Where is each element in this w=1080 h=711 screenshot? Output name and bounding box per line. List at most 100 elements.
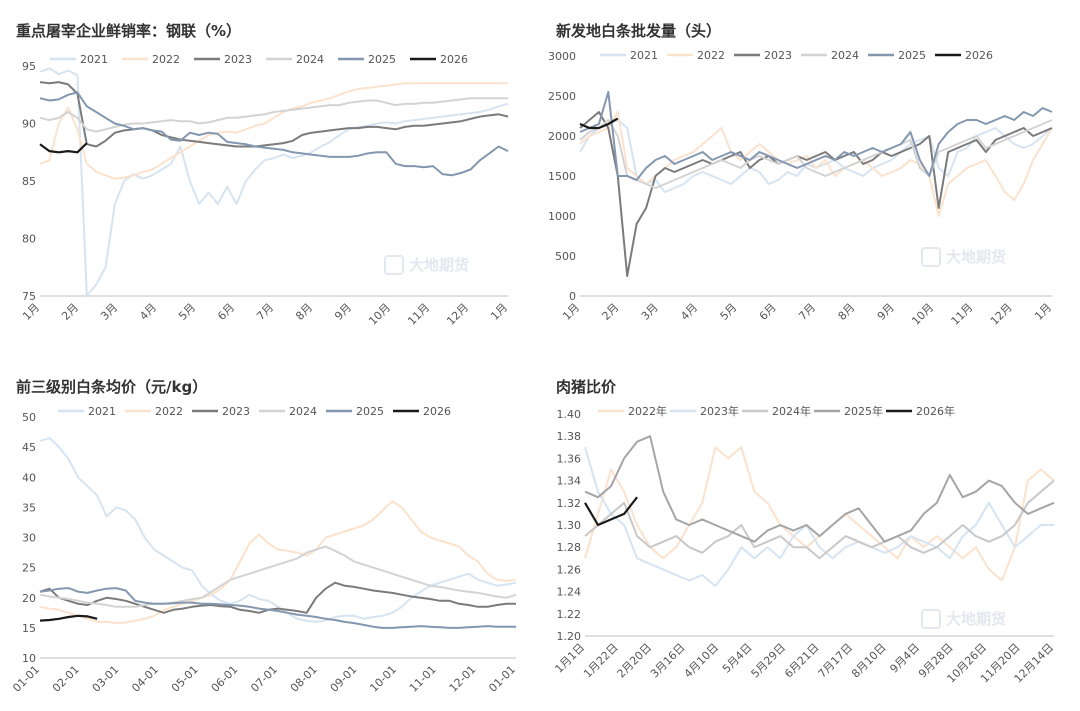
legend-label: 2021 bbox=[80, 53, 108, 66]
watermark-logo: 大地期货 bbox=[921, 247, 1006, 267]
legend-label: 2024年 bbox=[772, 404, 811, 418]
y-tick-label: 1.36 bbox=[557, 452, 582, 465]
legend-label: 2023年 bbox=[700, 404, 739, 418]
series-line-2023 bbox=[579, 111, 1053, 277]
legend: 2022年 2023年 2024年 2025年 2026年 bbox=[598, 404, 955, 418]
legend-label: 2023 bbox=[764, 49, 792, 62]
series-line-2026 bbox=[39, 614, 98, 622]
x-tick-label: 2月20日 bbox=[615, 641, 655, 681]
x-tick-label: 8月 bbox=[293, 301, 315, 323]
legend: 2021 2022 2023 2024 2025 2026 bbox=[50, 53, 468, 66]
y-tick-label: 1.26 bbox=[557, 563, 582, 576]
x-tick-label: 08-01 bbox=[288, 663, 320, 695]
series-line-2025 bbox=[39, 91, 509, 177]
legend-label: 2022 bbox=[152, 53, 180, 66]
x-tick-label: 7月17日 bbox=[816, 641, 856, 681]
y-tick-label: 75 bbox=[22, 290, 36, 303]
x-tick-label: 8月10日 bbox=[849, 641, 889, 681]
series-line-2022年 bbox=[584, 446, 1055, 582]
y-tick-label: 10 bbox=[22, 652, 36, 665]
y-tick-label: 15 bbox=[22, 622, 36, 635]
legend-label: 2021 bbox=[88, 405, 116, 418]
legend-label: 2022 bbox=[697, 49, 725, 62]
x-tick-label: 5月 bbox=[718, 301, 740, 323]
chart-panel-carcass-wholesale-volume: 新发地白条批发量（头） 大地期货 0 500 1000 1500 2000 2500 3000… bbox=[540, 0, 1080, 355]
chart-panel-fresh-sales-rate: 重点屠宰企业鲜销率：钢联（%） 大地期货 75 80 85 90 95 1月 2月 3月 4月 5月… bbox=[0, 0, 540, 355]
series-line-2023 bbox=[39, 581, 516, 614]
x-tick-label: 03-01 bbox=[90, 663, 122, 695]
series-line-2024年 bbox=[584, 479, 1055, 560]
x-tick-label: 05-01 bbox=[169, 663, 201, 695]
x-tick-label: 5月29日 bbox=[749, 641, 789, 681]
legend-label: 2026 bbox=[423, 405, 451, 418]
y-tick-label: 1.20 bbox=[557, 630, 582, 643]
x-tick-label: 11-01 bbox=[407, 663, 439, 695]
x-tick-label: 07-01 bbox=[248, 663, 280, 695]
y-tick-label: 30 bbox=[22, 532, 36, 545]
series-line-2021 bbox=[39, 437, 517, 623]
legend-label: 2024 bbox=[831, 49, 859, 62]
watermark-logo: 大地期货 bbox=[384, 255, 469, 275]
y-tick-label: 1.30 bbox=[557, 519, 582, 532]
y-tick-label: 1.24 bbox=[557, 586, 582, 599]
x-tick-label: 1月 bbox=[20, 301, 42, 323]
x-tick-label: 3月 bbox=[639, 301, 661, 323]
series-line-2021 bbox=[39, 67, 509, 297]
y-tick-label: 1.38 bbox=[557, 430, 582, 443]
x-tick-label: 8月 bbox=[836, 301, 858, 323]
series-line-2025 bbox=[39, 587, 516, 629]
y-tick-label: 90 bbox=[22, 118, 36, 131]
x-tick-label: 10月 bbox=[909, 301, 936, 328]
legend-label: 2026 bbox=[965, 49, 993, 62]
y-tick-label: 2500 bbox=[548, 90, 576, 103]
x-tick-label: 4月 bbox=[137, 301, 159, 323]
x-tick-label: 12月 bbox=[444, 301, 471, 328]
y-tick-label: 50 bbox=[22, 411, 36, 424]
y-tick-label: 1.32 bbox=[557, 497, 582, 510]
x-tick-label: 12-01 bbox=[447, 663, 479, 695]
x-tick-label: 9月 bbox=[332, 301, 354, 323]
chart-pork-hog-price-ratio: 大地期货 1.20 1.22 1.24 1.26 1.28 1.30 1.32 1.34 1.36… bbox=[552, 404, 1056, 685]
y-tick-label: 45 bbox=[22, 441, 36, 454]
y-tick-label: 2000 bbox=[548, 130, 576, 143]
x-tick-label: 1月 bbox=[1032, 301, 1054, 323]
x-tick-label: 1月 bbox=[488, 301, 510, 323]
x-tick-label: 6月21日 bbox=[782, 641, 822, 681]
x-tick-label: 01-01 bbox=[486, 663, 518, 695]
x-tick-label: 6月 bbox=[757, 301, 779, 323]
y-tick-label: 3000 bbox=[548, 50, 576, 63]
y-tick-label: 1.28 bbox=[557, 541, 582, 554]
legend-label: 2023 bbox=[222, 405, 250, 418]
chart-title: 新发地白条批发量（头） bbox=[556, 22, 722, 40]
x-tick-label: 1月 bbox=[560, 301, 582, 323]
legend-label: 2024 bbox=[289, 405, 317, 418]
series-line-2024 bbox=[579, 119, 1053, 189]
x-tick-label: 10-01 bbox=[367, 663, 399, 695]
series-line-2023 bbox=[39, 81, 509, 148]
x-tick-label: 2月 bbox=[600, 301, 622, 323]
watermark-text: 大地期货 bbox=[946, 610, 1006, 628]
legend: 2021 2022 2023 2024 2025 2026 bbox=[58, 405, 451, 418]
x-tick-label: 09-01 bbox=[328, 663, 360, 695]
chart-fresh-sales-rate: 大地期货 75 80 85 90 95 1月 2月 3月 4月 5月 6月 7月 8月 9月 10月 11月 12… bbox=[20, 53, 510, 328]
legend-label: 2025 bbox=[898, 49, 926, 62]
y-tick-label: 1.40 bbox=[557, 408, 582, 421]
x-tick-label: 6月 bbox=[215, 301, 237, 323]
series-line-2023年 bbox=[584, 447, 1054, 587]
y-tick-label: 1.34 bbox=[557, 475, 582, 488]
x-tick-label: 06-01 bbox=[209, 663, 241, 695]
y-tick-label: 1500 bbox=[548, 170, 576, 183]
x-tick-label: 2月 bbox=[59, 301, 81, 323]
y-tick-label: 1.22 bbox=[557, 608, 582, 621]
chart-title: 前三级别白条均价（元/kg） bbox=[16, 378, 208, 396]
chart-panel-carcass-average-price: 前三级别白条均价（元/kg） 10 15 20 25 30 35 40 45 50 01-01 02… bbox=[0, 355, 540, 711]
y-tick-label: 1000 bbox=[548, 210, 576, 223]
x-tick-label: 3月 bbox=[98, 301, 120, 323]
series-line-2025年 bbox=[584, 435, 1055, 543]
chart-title: 肉猪比价 bbox=[556, 378, 617, 396]
x-tick-label: 10月 bbox=[366, 301, 393, 328]
y-tick-label: 35 bbox=[22, 501, 36, 514]
series-line-2026 bbox=[39, 142, 88, 154]
x-tick-label: 02-01 bbox=[50, 663, 82, 695]
